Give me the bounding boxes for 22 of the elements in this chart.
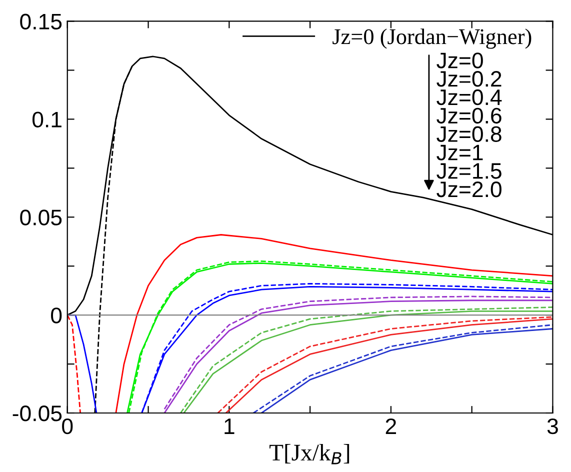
line-series [67, 314, 98, 413]
y-tick-label: 0.1 [32, 112, 62, 128]
legend-label: Jz=0 (Jordan−Wigner) [332, 28, 532, 49]
annotation: Jz=1 [436, 144, 483, 160]
x-tick-label: 2 [386, 418, 396, 434]
y-tick-label: 0.15 [20, 14, 62, 30]
x-tick-label: 1 [224, 418, 234, 434]
line-series [67, 314, 82, 413]
x-axis-title: T[Jx/k$_{B}$] [270, 444, 350, 464]
y-tick-label: 0.05 [20, 210, 62, 226]
y-tick-label: -0.05 [12, 406, 62, 422]
line-series [115, 234, 553, 413]
x-tick-label: 0 [62, 418, 73, 434]
x-tick-label: 3 [547, 418, 558, 434]
y-tick-label: 0 [51, 308, 62, 324]
annotation: Jz=1.5 [436, 163, 502, 179]
annotation: Jz=0 [436, 52, 483, 68]
annotation: Jz=0.2 [436, 71, 502, 87]
annotation: Jz=0.6 [436, 108, 502, 124]
annotation: Jz=0.8 [436, 126, 502, 142]
annotation: Jz=0.4 [436, 89, 502, 106]
annotation: Jz=2.0 [436, 181, 502, 198]
